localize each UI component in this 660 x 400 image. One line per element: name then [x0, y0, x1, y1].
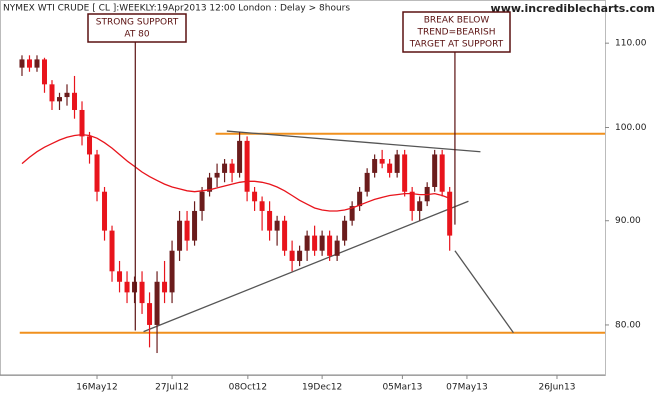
- callout-text: AT 80: [124, 30, 150, 40]
- y-tick-label: 80.00: [615, 320, 641, 330]
- candle-body: [274, 220, 280, 231]
- candle-body: [349, 206, 355, 221]
- candle-body: [64, 92, 70, 98]
- candle-body: [289, 250, 295, 261]
- candle-body: [117, 271, 123, 282]
- candle-body: [139, 281, 145, 304]
- callout-text: BREAK BELOW: [424, 16, 490, 26]
- candle-body: [132, 281, 138, 293]
- candle-body: [19, 59, 25, 68]
- candle-body: [334, 240, 340, 256]
- chart-title: NYMEX WTI CRUDE [ CL ]:WEEKLY:19Apr2013 …: [3, 4, 350, 14]
- candle-body: [282, 220, 288, 251]
- candle-body: [432, 154, 438, 187]
- candle-body: [162, 281, 168, 293]
- candle-body: [49, 84, 55, 102]
- candle-body: [327, 235, 333, 256]
- candle-body: [304, 235, 310, 251]
- candle-body: [207, 177, 213, 192]
- candle-body: [379, 159, 385, 164]
- candle-body: [409, 191, 415, 211]
- x-tick-label: 26Jun13: [538, 383, 575, 393]
- candle-body: [214, 172, 220, 178]
- candle-body: [169, 250, 175, 293]
- candle-body: [72, 92, 78, 110]
- candle-body: [267, 210, 273, 231]
- candle-body: [229, 163, 235, 173]
- candle-body: [244, 140, 250, 192]
- candle-body: [372, 159, 378, 173]
- candle-body: [57, 97, 63, 102]
- candle-body: [109, 230, 115, 272]
- trend-line: [143, 200, 469, 333]
- candle-body: [447, 191, 453, 236]
- candle-body: [387, 163, 393, 173]
- callout-box: [87, 13, 187, 43]
- y-tick-label: 100.00: [615, 123, 647, 133]
- candle-body: [297, 250, 303, 261]
- x-tick-label: 05Mar13: [382, 383, 422, 393]
- candle-body: [357, 191, 363, 207]
- candle-body: [319, 235, 325, 251]
- candle-body: [402, 154, 408, 192]
- y-tick-label: 90.00: [615, 216, 641, 226]
- candle-body: [192, 210, 198, 241]
- candle-body: [237, 140, 243, 173]
- trend-line: [454, 250, 514, 334]
- candle-body: [222, 163, 228, 173]
- callout-text: TARGET AT SUPPORT: [409, 40, 504, 50]
- candle-body: [26, 59, 32, 68]
- candle-body: [364, 172, 370, 192]
- candle-body: [184, 220, 190, 241]
- candle-body: [177, 220, 183, 251]
- x-tick-label: 07May13: [446, 383, 488, 393]
- candle-body: [154, 281, 160, 325]
- candle-body: [394, 154, 400, 173]
- moving-average: [21, 133, 450, 212]
- plot-area: [0, 0, 606, 376]
- x-tick-label: 08Oct12: [229, 383, 267, 393]
- candle-body: [342, 220, 348, 241]
- candle-body: [252, 191, 258, 202]
- candle-body: [87, 136, 93, 155]
- x-tick-label: 19Dec12: [302, 383, 342, 393]
- candle-body: [417, 201, 423, 211]
- candle-body: [34, 59, 40, 68]
- x-tick-label: 16May12: [76, 383, 118, 393]
- candle-body: [259, 201, 265, 211]
- candle-body: [79, 109, 85, 137]
- candle-body: [102, 191, 108, 231]
- candle-body: [124, 281, 130, 293]
- candle-body: [199, 191, 205, 211]
- callout-box: [402, 11, 511, 53]
- x-tick-label: 27Jul12: [155, 383, 189, 393]
- candle-body: [41, 59, 47, 85]
- candle-body: [147, 303, 153, 325]
- y-tick-label: 110.00: [615, 39, 647, 49]
- trend-line: [226, 130, 481, 153]
- source: www.incrediblecharts.com: [491, 2, 655, 15]
- candle-body: [94, 154, 100, 192]
- candle-body: [439, 154, 445, 192]
- callout-text: TREND=BEARISH: [416, 28, 495, 38]
- candle-body: [312, 235, 318, 251]
- callout-text: STRONG SUPPORT: [96, 18, 179, 28]
